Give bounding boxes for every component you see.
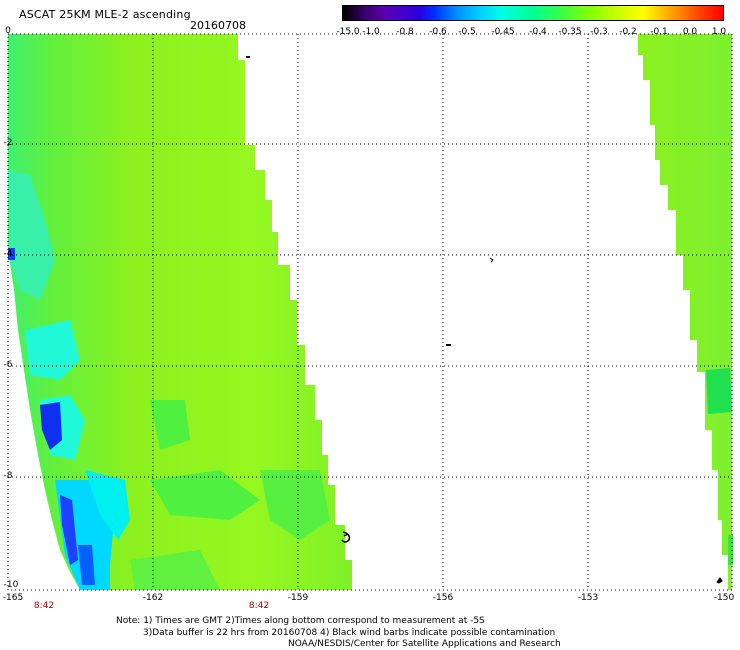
map-title: ASCAT 25KM MLE-2 ascending (19, 8, 191, 21)
island-mark (489, 257, 494, 263)
lon-label: -153 (577, 593, 599, 603)
lat-label: -10 (3, 580, 19, 590)
green-patch (130, 550, 220, 590)
footnote-line: 3)Data buffer is 22 hrs from 20160708 4)… (143, 628, 556, 638)
colorbar-label: -1.0 (362, 27, 380, 37)
colorbar-label: -0.45 (491, 27, 515, 37)
lat-lon-grid (8, 34, 732, 590)
green-patch (150, 400, 190, 450)
blue-cell (8, 248, 15, 260)
blue-patch (78, 545, 95, 585)
colorbar-label: -0.5 (458, 27, 476, 37)
lat-label: -6 (3, 360, 13, 370)
wind-barb-icon (716, 577, 723, 584)
colorbar-label: 0.0 (682, 27, 698, 37)
lon-label: -162 (142, 593, 164, 603)
lat-label: -8 (3, 471, 13, 481)
colorbar-label: -0.35 (558, 27, 582, 37)
cyan-patch (85, 470, 130, 540)
green-patch (150, 470, 260, 520)
colorbar-label: -0.4 (529, 27, 547, 37)
cyan-patch (8, 170, 55, 300)
swath-time: 8:42 (248, 601, 270, 611)
lat-label: 0 (5, 26, 11, 36)
colorbar-label: -0.8 (396, 27, 414, 37)
lat-label: -2 (3, 138, 13, 148)
lon-label: -150 (713, 593, 735, 603)
colorbar-label: -0.3 (590, 27, 608, 37)
green-patch (260, 470, 330, 540)
cyan-patch (25, 320, 80, 380)
lon-label: -165 (2, 593, 24, 603)
footnote-credit: NOAA/NESDIS/Center for Satellite Applica… (288, 639, 561, 649)
colorbar-label: -0.2 (619, 27, 637, 37)
map-date: 20160708 (190, 19, 246, 32)
left-swath (8, 34, 352, 590)
blue-patch (60, 495, 78, 565)
footnote-line: Note: 1) Times are GMT 2)Times along bot… (116, 616, 485, 626)
island-mark (446, 344, 451, 346)
colorbar-label: -0.1 (650, 27, 668, 37)
green-cell (728, 535, 733, 565)
colorbar-label: 1.0 (711, 27, 727, 37)
lon-label: -156 (432, 593, 454, 603)
right-swath (638, 34, 732, 590)
swath-time: 8:42 (33, 601, 55, 611)
wind-barb-icon (341, 531, 351, 543)
colorbar-label: -15.0 (336, 27, 360, 37)
colorbar-label: -0.6 (429, 27, 447, 37)
lat-label: -4 (3, 249, 13, 259)
blue-patch (40, 402, 62, 450)
lon-label: -159 (287, 593, 309, 603)
color-scale-bar (342, 5, 724, 21)
island-mark (246, 56, 250, 58)
green-patch (706, 368, 732, 414)
